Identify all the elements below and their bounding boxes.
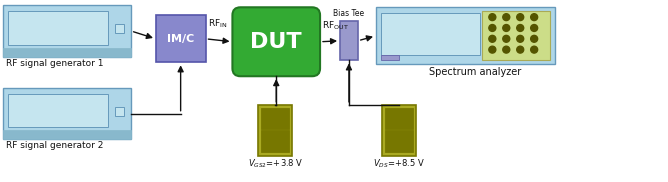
- Circle shape: [517, 35, 524, 42]
- Circle shape: [530, 25, 538, 31]
- Bar: [385, 130, 413, 152]
- Bar: [115, 107, 124, 116]
- Text: IM/C: IM/C: [167, 34, 194, 44]
- Bar: [376, 7, 555, 64]
- Bar: [482, 11, 550, 60]
- Bar: [259, 105, 292, 156]
- Circle shape: [489, 46, 496, 53]
- Circle shape: [517, 25, 524, 31]
- Bar: [261, 130, 289, 152]
- Bar: [381, 55, 399, 60]
- Text: Bias Tee: Bias Tee: [333, 9, 365, 18]
- Circle shape: [530, 35, 538, 42]
- Text: RF signal generator 1: RF signal generator 1: [7, 58, 104, 68]
- Text: RF signal generator 2: RF signal generator 2: [7, 141, 104, 150]
- Circle shape: [517, 46, 524, 53]
- Circle shape: [489, 25, 496, 31]
- FancyBboxPatch shape: [232, 7, 320, 76]
- Circle shape: [517, 14, 524, 21]
- Text: RF$_{\rm OUT}$: RF$_{\rm OUT}$: [322, 19, 349, 32]
- Bar: [3, 5, 131, 57]
- Bar: [3, 88, 131, 139]
- Circle shape: [530, 14, 538, 21]
- Text: $V_{GS2}$=+3.8 V: $V_{GS2}$=+3.8 V: [248, 158, 303, 171]
- Circle shape: [503, 14, 510, 21]
- Text: RF$_{\rm IN}$: RF$_{\rm IN}$: [208, 17, 227, 30]
- Bar: [261, 108, 289, 129]
- Bar: [156, 15, 206, 62]
- Bar: [3, 130, 131, 139]
- Text: $V_{DS}$=+8.5 V: $V_{DS}$=+8.5 V: [373, 158, 425, 171]
- Circle shape: [503, 25, 510, 31]
- Text: Spectrum analyzer: Spectrum analyzer: [430, 67, 522, 77]
- Bar: [385, 108, 413, 129]
- Circle shape: [489, 35, 496, 42]
- Circle shape: [503, 35, 510, 42]
- Bar: [340, 21, 358, 60]
- Bar: [382, 105, 415, 156]
- Circle shape: [530, 46, 538, 53]
- Bar: [3, 48, 131, 57]
- Bar: [9, 11, 108, 45]
- Bar: [381, 13, 480, 55]
- Bar: [9, 94, 108, 127]
- Circle shape: [503, 46, 510, 53]
- Bar: [115, 24, 124, 33]
- Circle shape: [489, 14, 496, 21]
- Text: DUT: DUT: [250, 32, 302, 52]
